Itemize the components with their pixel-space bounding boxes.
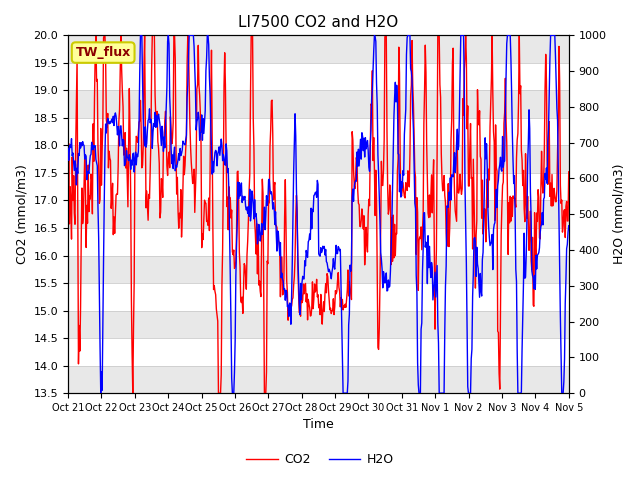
H2O [73, 165, 81, 171]
Line: CO2: CO2 [68, 36, 569, 393]
Y-axis label: H2O (mmol/m3): H2O (mmol/m3) [612, 164, 625, 264]
Text: TW_flux: TW_flux [76, 46, 131, 59]
CO2 [565, 169, 573, 175]
H2O [125, 152, 133, 157]
CO2 [204, 218, 211, 224]
H2O [136, 33, 144, 38]
H2O [395, 152, 403, 157]
Bar [68, 36, 569, 63]
Legend: CO2, H2O: CO2, H2O [241, 448, 399, 471]
CO2 [380, 137, 388, 143]
CO2 [125, 85, 133, 91]
Title: LI7500 CO2 and H2O: LI7500 CO2 and H2O [238, 15, 399, 30]
X-axis label: Time: Time [303, 419, 333, 432]
CO2 [92, 33, 100, 38]
CO2 [395, 44, 403, 50]
Bar [68, 311, 569, 338]
H2O [177, 153, 185, 158]
H2O [565, 223, 573, 228]
Bar [68, 145, 569, 173]
Bar [68, 90, 569, 118]
H2O [64, 145, 72, 151]
Y-axis label: CO2 (mmol/m3): CO2 (mmol/m3) [15, 164, 28, 264]
H2O [97, 390, 104, 396]
Bar [68, 255, 569, 283]
H2O [204, 33, 211, 38]
CO2 [129, 390, 136, 396]
Bar [68, 201, 569, 228]
Bar [68, 366, 569, 393]
CO2 [64, 218, 72, 224]
Line: H2O: H2O [68, 36, 569, 393]
H2O [380, 274, 388, 279]
CO2 [177, 187, 185, 192]
CO2 [73, 56, 81, 61]
